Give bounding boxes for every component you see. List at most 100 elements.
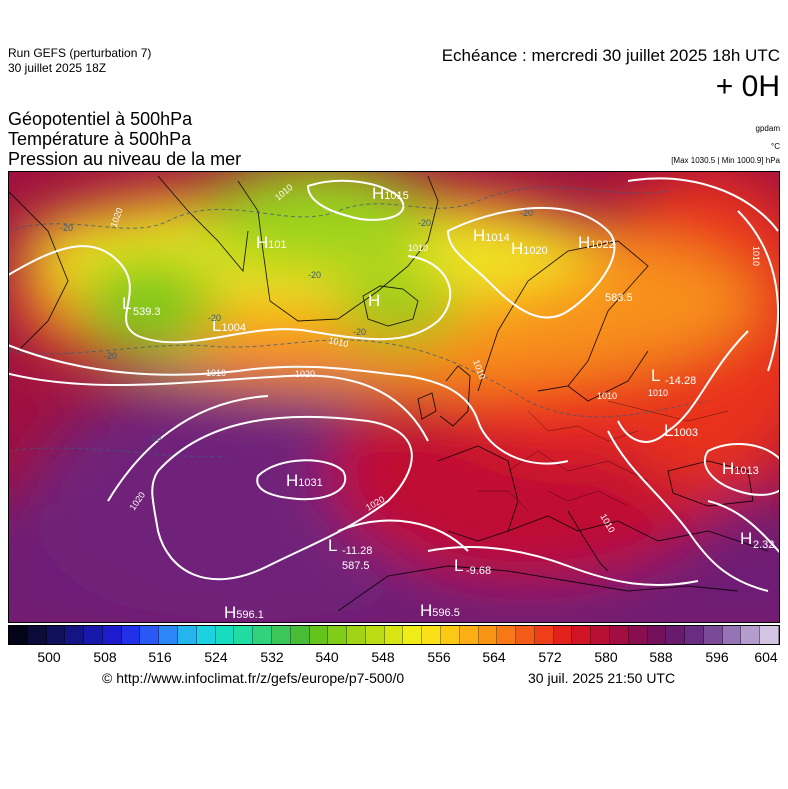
colorbar-swatch bbox=[478, 626, 498, 644]
value-minus-9-68: -9.68 bbox=[466, 565, 491, 577]
value-583-5: 583.5 bbox=[605, 292, 633, 304]
center-h-1022: H1022 bbox=[578, 233, 615, 252]
center-l-1003: L1003 bbox=[664, 421, 698, 440]
colorbar-swatch bbox=[102, 626, 122, 644]
border-lines bbox=[478, 400, 729, 512]
center-l-1004: L1004 bbox=[212, 316, 246, 335]
pressure-range: [Max 1030.5 | Min 1000.9] hPa bbox=[671, 156, 780, 165]
baffin-coast bbox=[157, 175, 249, 273]
colorbar-swatch bbox=[553, 626, 573, 644]
colorbar-swatch bbox=[722, 626, 742, 644]
unit-temperature: °C bbox=[771, 142, 780, 151]
run-title: Run GEFS (perturbation 7) bbox=[8, 46, 152, 60]
field-title-temperature: Température à 500hPa bbox=[8, 129, 192, 149]
field-value-labels: 539.3 -14.28 583.5 -11.28 587.5 -9.68 2.… bbox=[133, 292, 774, 577]
colorbar-tick: 588 bbox=[649, 649, 673, 665]
colorbar-ticks: 500 508 516 524 532 540 548 556 564 572 … bbox=[8, 649, 780, 667]
britain-coast bbox=[439, 365, 471, 427]
source-credit: © http://www.infoclimat.fr/z/gefs/europe… bbox=[102, 670, 405, 686]
center-h-1015: H1015 bbox=[372, 184, 409, 203]
center-l-iberia: L bbox=[328, 536, 337, 555]
colorbar-swatch bbox=[459, 626, 479, 644]
colorbar-swatch bbox=[46, 626, 66, 644]
temperature-contours bbox=[8, 186, 709, 458]
colorbar-swatch bbox=[422, 626, 441, 644]
isobars bbox=[8, 177, 780, 592]
colorbar-swatch bbox=[647, 626, 667, 644]
italy-coast bbox=[567, 510, 609, 572]
colorbar-swatch bbox=[403, 626, 423, 644]
colorbar-swatch bbox=[328, 626, 348, 644]
colorbar-swatch bbox=[159, 626, 179, 644]
colorbar-tick: 532 bbox=[260, 649, 284, 665]
center-h-101: H101 bbox=[256, 233, 287, 252]
colorbar-tick: 500 bbox=[37, 649, 61, 665]
map-band-labrador bbox=[78, 256, 218, 356]
center-h-iceland: H bbox=[368, 291, 380, 310]
field-title-geopotential: Géopotentiel à 500hPa bbox=[8, 109, 193, 129]
colorbar-swatch bbox=[347, 626, 366, 644]
iceland-coast bbox=[362, 285, 419, 327]
colorbar-swatch bbox=[384, 626, 404, 644]
map-frame bbox=[8, 171, 780, 623]
center-l-east: L bbox=[651, 366, 660, 385]
colorbar-swatch bbox=[760, 626, 780, 644]
map-band-greenland bbox=[198, 171, 438, 271]
colorbar-tick: 596 bbox=[705, 649, 729, 665]
colorbar-swatch bbox=[215, 626, 235, 644]
value-minus-11-28: -11.28 bbox=[342, 545, 372, 557]
colorbar-tick: 604 bbox=[754, 649, 778, 665]
colorbar-swatch bbox=[610, 626, 629, 644]
temp-label: -20 bbox=[208, 313, 221, 323]
colorbar-tick: 580 bbox=[594, 649, 618, 665]
isobar-label: 1010 bbox=[751, 246, 761, 266]
greenland-coast bbox=[237, 175, 439, 322]
colorbar-swatch bbox=[497, 626, 517, 644]
colorbar-tick: 508 bbox=[93, 649, 117, 665]
map-band-iceland bbox=[338, 271, 458, 341]
colorbar-tick: 564 bbox=[482, 649, 506, 665]
coastlines bbox=[8, 175, 769, 612]
north-africa-coast bbox=[337, 565, 739, 612]
run-date: 30 juillet 2025 18Z bbox=[8, 61, 107, 75]
center-h-1031: H1031 bbox=[286, 471, 323, 490]
isobar-label: 1010 bbox=[206, 368, 226, 378]
generation-timestamp: 30 juil. 2025 21:50 UTC bbox=[528, 670, 676, 686]
scandinavia-coast bbox=[477, 240, 649, 392]
center-h-1014: H1014 bbox=[473, 226, 510, 245]
colorbar-swatch bbox=[140, 626, 160, 644]
value-minus-14-28: -14.28 bbox=[665, 375, 696, 387]
labrador-coast bbox=[8, 190, 69, 352]
colorbar-swatch bbox=[365, 626, 385, 644]
value-587-5: 587.5 bbox=[342, 560, 370, 572]
value-539-3: 539.3 bbox=[133, 306, 161, 318]
baltic-coast bbox=[567, 350, 649, 402]
mediterranean-coast bbox=[507, 515, 769, 552]
temp-label: -10 bbox=[148, 433, 161, 443]
unit-geopotential: gpdam bbox=[755, 124, 780, 133]
colorbar-tick: 548 bbox=[371, 649, 395, 665]
field-title-pressure: Pression au niveau de la mer bbox=[8, 149, 242, 169]
colorbar-swatch bbox=[666, 626, 686, 644]
temp-label: -20 bbox=[308, 270, 321, 280]
center-h-596-1: H596.1 bbox=[224, 603, 264, 622]
colorbar-swatch bbox=[534, 626, 554, 644]
isobar-label: 1010 bbox=[408, 243, 428, 253]
colorbar-swatch bbox=[178, 626, 197, 644]
isobar-label: 1010 bbox=[328, 335, 350, 349]
value-2-32: 2.32 bbox=[753, 539, 774, 551]
isobar-label: 1020 bbox=[295, 369, 315, 379]
temp-label: -20 bbox=[418, 218, 431, 228]
colorbar-swatch bbox=[121, 626, 141, 644]
temperature-value-labels: -20 -20 -20 -20 -20 -20 -20 -10 bbox=[60, 208, 533, 443]
colorbar-swatch bbox=[703, 626, 723, 644]
colorbar-tick: 540 bbox=[315, 649, 339, 665]
colorbar-swatch bbox=[516, 626, 535, 644]
colorbar-tick: 524 bbox=[204, 649, 228, 665]
center-l-africa: L bbox=[454, 556, 463, 575]
center-h-1020: H1020 bbox=[511, 239, 548, 258]
colorbar-swatch bbox=[234, 626, 254, 644]
ireland-coast bbox=[417, 392, 437, 420]
colorbar bbox=[8, 625, 780, 645]
colorbar-swatch bbox=[27, 626, 47, 644]
